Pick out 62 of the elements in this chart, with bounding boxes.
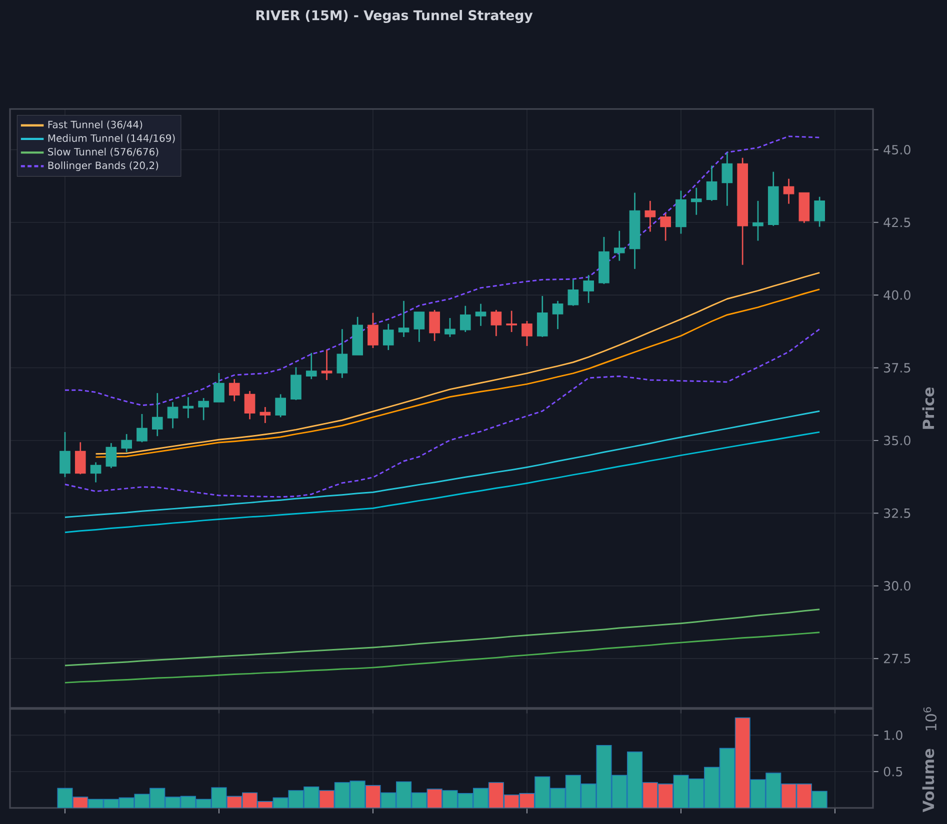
candlestick	[60, 431, 70, 478]
candlestick	[260, 406, 271, 424]
candlestick	[444, 317, 456, 338]
candlestick	[783, 178, 794, 204]
candlestick	[136, 413, 148, 443]
line-series	[64, 632, 820, 684]
candlestick	[552, 300, 564, 330]
candlestick	[228, 378, 240, 402]
candlestick	[814, 196, 825, 228]
candlestick	[460, 305, 471, 333]
line-series	[64, 431, 820, 534]
candlestick	[706, 165, 718, 202]
candlestick	[382, 323, 394, 351]
candlestick	[522, 320, 532, 347]
candlestick	[490, 309, 502, 337]
candlestick	[182, 396, 194, 419]
candlestick	[583, 274, 594, 304]
chart-title: RIVER (15M) - Vegas Tunnel Strategy	[256, 10, 533, 23]
legend-label: Medium Tunnel (144/169)	[48, 134, 175, 144]
candlestick	[167, 401, 178, 429]
y-tick-label: 1.0	[884, 730, 902, 740]
candlestick	[214, 372, 224, 403]
candlestick	[368, 312, 378, 349]
legend-label: Fast Tunnel (36/44)	[48, 120, 142, 130]
candlestick	[321, 349, 332, 381]
text: 10$^{6}$	[923, 707, 937, 730]
candlestick	[152, 392, 163, 437]
y-tick-label: 45.0	[884, 144, 910, 154]
candlestick	[752, 200, 764, 242]
candlestick	[336, 328, 348, 379]
y-tick-label: 40.0	[884, 290, 910, 300]
candlestick	[275, 394, 286, 418]
legend-label: Slow Tunnel (576/676)	[48, 148, 158, 157]
candlestick	[198, 397, 209, 421]
y-axis-title: Price	[922, 387, 934, 429]
candlestick	[568, 279, 579, 307]
candlestick	[722, 152, 733, 206]
candlestick	[690, 187, 702, 216]
y-tick-label: 0.5	[884, 766, 902, 776]
candlestick	[414, 311, 425, 343]
candlestick	[398, 300, 410, 338]
candlestick	[429, 309, 440, 342]
y-tick-label: 35.0	[884, 436, 910, 446]
candlestick	[614, 230, 625, 262]
y-axis-title: Volume	[922, 748, 934, 812]
candlestick	[660, 213, 671, 242]
candlestick	[475, 303, 486, 327]
legend-label: Bollinger Bands (20,2)	[48, 161, 158, 172]
candlestick	[121, 433, 132, 453]
y-tick-label: 30.0	[884, 581, 910, 591]
candlestick	[74, 442, 86, 475]
candlestick	[644, 200, 656, 232]
candlestick	[106, 442, 117, 469]
y-tick-label: 27.5	[884, 654, 910, 664]
candlestick	[536, 295, 548, 338]
y-tick-label: 32.5	[884, 508, 910, 518]
candlestick	[506, 310, 517, 333]
candlestick	[90, 462, 102, 484]
y-tick-label: 37.5	[884, 362, 910, 373]
candlestick	[306, 352, 317, 380]
y-tick-label: 42.5	[884, 218, 910, 228]
candlestick	[244, 390, 256, 420]
